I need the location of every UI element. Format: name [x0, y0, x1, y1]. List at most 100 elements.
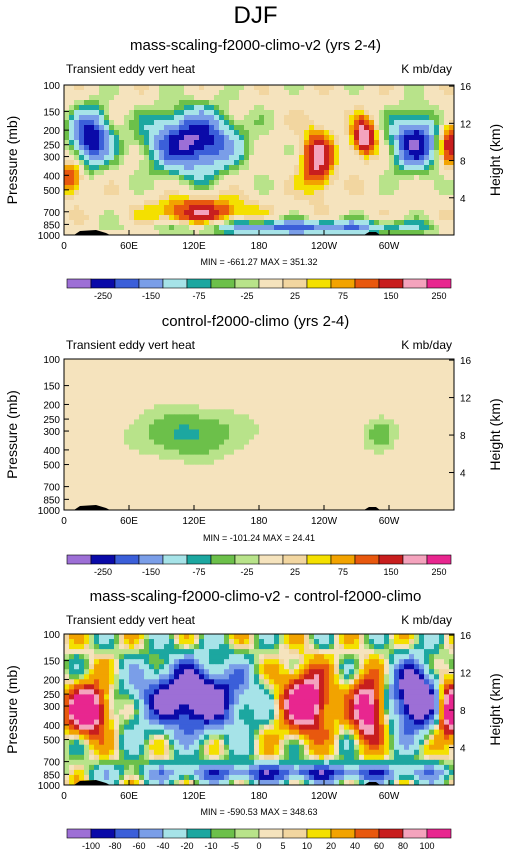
field-cell — [289, 145, 295, 151]
field-cell — [359, 175, 365, 181]
field-cell — [74, 100, 80, 106]
field-cell — [64, 205, 70, 211]
field-cell — [289, 120, 295, 126]
field-cell — [254, 155, 260, 161]
field-cell — [154, 379, 160, 385]
field-cell — [274, 220, 280, 226]
field-cell — [309, 419, 315, 425]
field-cell — [69, 414, 75, 420]
field-cell — [179, 175, 185, 181]
field-cell — [154, 429, 160, 435]
field-cell — [139, 85, 145, 91]
field-cell — [314, 180, 320, 186]
field-cell — [99, 220, 105, 226]
field-cell — [409, 150, 415, 156]
field-cell — [394, 389, 400, 395]
field-cell — [379, 185, 385, 191]
field-cell — [69, 165, 75, 171]
field-cell — [214, 429, 220, 435]
field-cell — [79, 364, 85, 370]
field-cell — [264, 404, 270, 410]
field-cell — [429, 85, 435, 91]
field-cell — [374, 100, 380, 106]
field-cell — [134, 359, 140, 365]
field-cell — [429, 175, 435, 181]
field-cell — [214, 150, 220, 156]
field-cell — [354, 145, 360, 151]
field-cell — [259, 155, 265, 161]
field-cell — [359, 110, 365, 116]
field-cell — [269, 105, 275, 111]
field-cell — [219, 399, 225, 405]
field-cell — [109, 384, 115, 390]
field-cell — [244, 215, 250, 221]
field-cell — [214, 205, 220, 211]
field-cell — [279, 444, 285, 450]
field-cell — [369, 394, 375, 400]
field-cell — [434, 130, 440, 136]
field-cell — [434, 634, 440, 640]
field-cell — [434, 140, 440, 146]
field-cell — [99, 150, 105, 156]
field-cell — [334, 200, 340, 206]
field-cell — [284, 150, 290, 156]
field-cell — [279, 135, 285, 141]
field-cell — [199, 185, 205, 191]
field-cell — [204, 100, 210, 106]
field-cell — [294, 429, 300, 435]
field-cell — [344, 439, 350, 445]
field-cell — [399, 429, 405, 435]
field-cell — [329, 160, 335, 166]
field-cell — [229, 220, 235, 226]
field-cell — [364, 634, 370, 640]
field-cell — [84, 195, 90, 201]
field-cell — [399, 444, 405, 450]
field-cell — [394, 414, 400, 420]
field-cell — [84, 200, 90, 206]
field-cell — [399, 439, 405, 445]
field-cell — [429, 100, 435, 106]
field-cell — [169, 180, 175, 186]
field-cell — [159, 145, 165, 151]
field-cell — [219, 145, 225, 151]
field-cell — [314, 90, 320, 96]
field-cell — [334, 444, 340, 450]
field-cell — [449, 155, 455, 161]
field-cell — [309, 105, 315, 111]
field-cell — [429, 439, 435, 445]
field-cell — [219, 115, 225, 121]
field-cell — [154, 369, 160, 375]
field-cell — [64, 359, 70, 365]
field-cell — [269, 439, 275, 445]
field-cell — [109, 210, 115, 216]
field-cell — [244, 105, 250, 111]
field-cell — [139, 359, 145, 365]
field-cell — [304, 374, 310, 380]
field-cell — [159, 444, 165, 450]
field-cell — [214, 439, 220, 445]
field-cell — [294, 399, 300, 405]
field-cell — [109, 369, 115, 375]
field-cell — [209, 230, 215, 236]
field-cell — [309, 225, 315, 231]
field-cell — [159, 105, 165, 111]
field-cell — [304, 105, 310, 111]
field-cell — [434, 364, 440, 370]
field-cell — [214, 220, 220, 226]
field-cell — [229, 414, 235, 420]
field-cell — [309, 389, 315, 395]
field-cell — [259, 639, 265, 645]
field-cell — [264, 409, 270, 415]
field-cell — [244, 434, 250, 440]
field-cell — [374, 414, 380, 420]
field-cell — [174, 215, 180, 221]
field-cell — [319, 160, 325, 166]
field-cell — [279, 379, 285, 385]
field-cell — [389, 424, 395, 430]
field-cell — [139, 225, 145, 231]
field-cell — [409, 155, 415, 161]
field-cell — [369, 110, 375, 116]
field-cell — [204, 180, 210, 186]
field-cell — [309, 150, 315, 156]
field-cell — [314, 135, 320, 141]
